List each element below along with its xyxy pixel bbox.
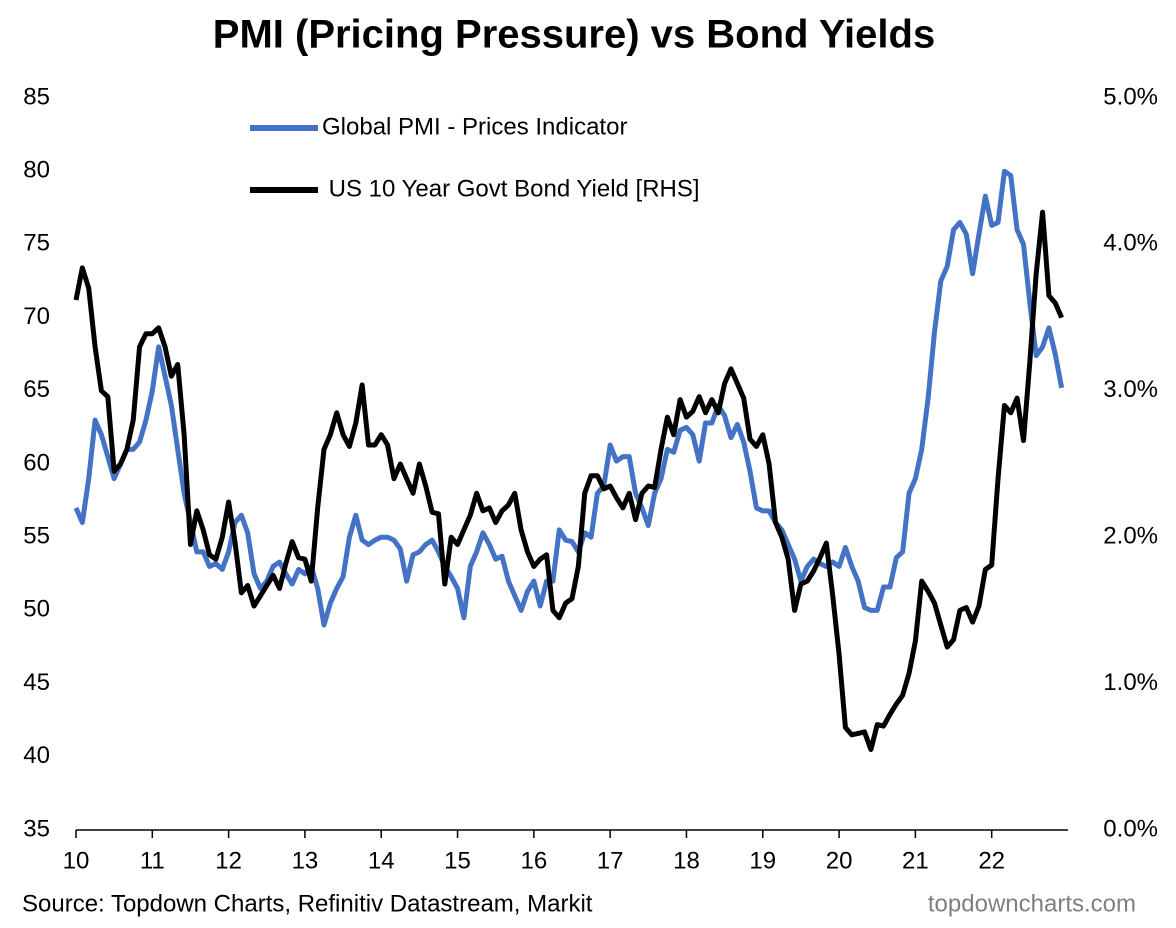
x-tick-label: 22	[978, 847, 1005, 874]
x-tick-label: 13	[292, 847, 319, 874]
x-tick-label: 12	[215, 847, 242, 874]
watermark: topdowncharts.com	[928, 890, 1136, 917]
y-tick-label: 40	[23, 742, 50, 769]
x-tick-label: 18	[673, 847, 700, 874]
x-tick-label: 11	[140, 847, 165, 874]
x-tick-label: 17	[597, 847, 624, 874]
x-tick-label: 20	[826, 847, 853, 874]
x-tick-label: 14	[368, 847, 395, 874]
y-tick-label: 75	[23, 230, 50, 257]
y2-tick-label: 4.0%	[1103, 230, 1158, 257]
y-tick-label: 55	[23, 523, 50, 550]
y2-tick-label: 0.0%	[1103, 815, 1158, 842]
x-tick-label: 10	[63, 847, 90, 874]
x-tick-label: 15	[444, 847, 471, 874]
y2-tick-label: 1.0%	[1103, 669, 1158, 696]
y-tick-label: 65	[23, 376, 50, 403]
y2-tick-label: 5.0%	[1103, 83, 1158, 110]
y-tick-label: 50	[23, 596, 50, 623]
y-tick-label: 45	[23, 669, 50, 696]
x-tick-label: 21	[902, 847, 929, 874]
data-line	[73, 209, 1064, 752]
x-tick-label: 19	[749, 847, 776, 874]
y-tick-label: 70	[23, 303, 50, 330]
y2-tick-label: 3.0%	[1103, 376, 1158, 403]
x-tick-label: 16	[520, 847, 547, 874]
y2-tick-label: 2.0%	[1103, 523, 1158, 550]
y-tick-label: 35	[23, 815, 50, 842]
data-line	[73, 168, 1065, 628]
y-tick-label: 60	[23, 449, 50, 476]
source-note: Source: Topdown Charts, Refinitiv Datast…	[22, 890, 593, 917]
legend-label: Global PMI - Prices Indicator	[322, 113, 627, 140]
chart-title: PMI (Pricing Pressure) vs Bond Yields	[213, 13, 935, 57]
legend-label: US 10 Year Govt Bond Yield [RHS]	[322, 175, 700, 202]
y-tick-label: 80	[23, 157, 50, 184]
y-tick-label: 85	[23, 83, 50, 110]
